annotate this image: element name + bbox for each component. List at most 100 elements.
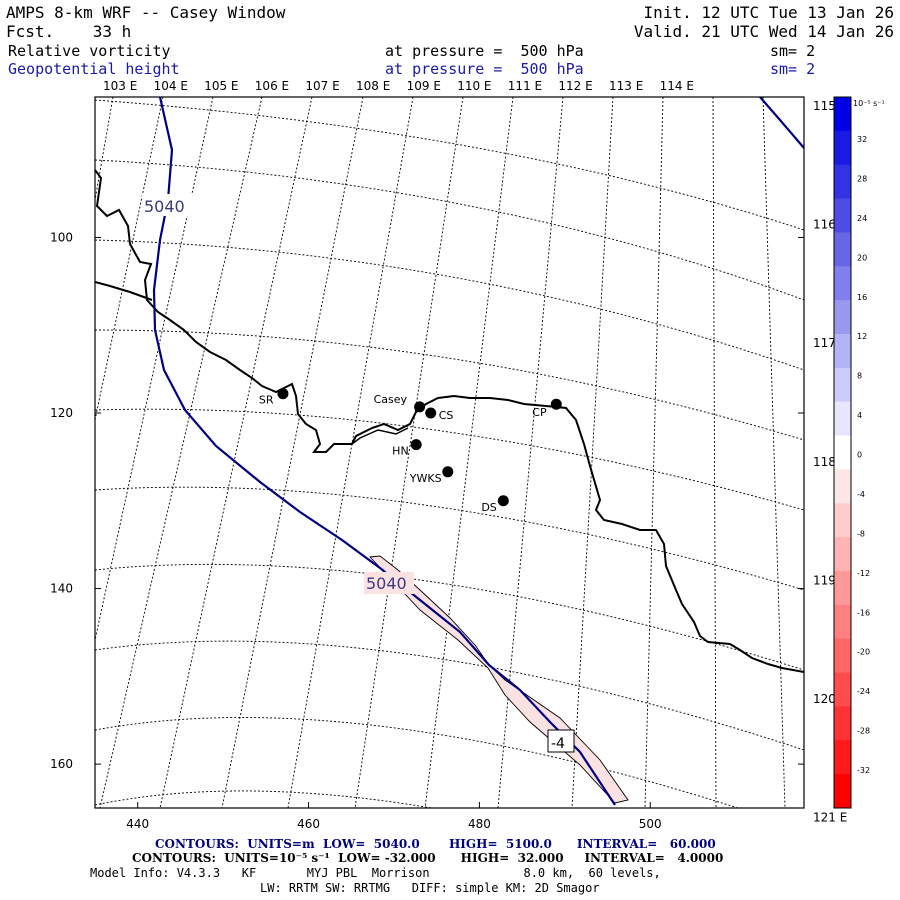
colorbar-label: 12 (857, 332, 867, 341)
station-label: DS (481, 501, 496, 514)
x-tick-label: 460 (297, 817, 320, 831)
top-lon-label: 111 E (508, 79, 542, 93)
colorbar-swatch (834, 300, 851, 335)
footer-model-info: Model Info: V4.3.3 KF MYJ PBL Morrison 8… (90, 866, 661, 880)
meridian (95, 97, 164, 421)
y-axis: 100 120 140 160 (50, 230, 804, 771)
lat-circle (95, 329, 804, 441)
colorbar-label: -16 (857, 608, 870, 617)
field1-smooth: sm= 2 (770, 42, 816, 60)
lat-circle (95, 790, 435, 808)
top-longitude-labels: 103 E 104 E 105 E 106 E 107 E 108 E 109 E 110 E… (103, 79, 694, 93)
meridian (712, 97, 717, 808)
top-lon-label: 104 E (154, 79, 188, 93)
colorbar-label: -32 (857, 766, 870, 775)
colorbar-label: 8 (857, 372, 862, 381)
top-lon-label: 108 E (356, 79, 390, 93)
geopotential-contour-5040 (759, 97, 804, 149)
lat-circle (95, 486, 804, 591)
top-lon-label: 113 E (609, 79, 643, 93)
lat-circle (95, 640, 804, 751)
y-tick-label: 120 (50, 406, 73, 420)
top-lon-label: 110 E (457, 79, 491, 93)
colorbar-swatch (834, 266, 851, 301)
colorbar-swatch (834, 164, 851, 200)
colorbar-swatch (834, 435, 851, 470)
station-label: HN (392, 445, 409, 458)
station-label: CP (532, 406, 547, 419)
coastline-casey-bay (351, 427, 409, 445)
station-marker (550, 398, 562, 410)
colorbar-swatch (834, 198, 851, 233)
init-time: Init. 12 UTC Tue 13 Jan 26 (643, 3, 894, 22)
meridian (354, 97, 464, 808)
y-tick-label: 100 (50, 230, 73, 244)
meridian (571, 97, 614, 808)
station-layer: SR Casey CS CP HN YWKS DS (259, 388, 562, 514)
field2-smooth: sm= 2 (770, 60, 816, 78)
contour-label-bg (364, 572, 414, 594)
colorbar-swatch (834, 401, 851, 437)
colorbar-label: 4 (857, 411, 862, 420)
colorbar-swatch (834, 604, 851, 640)
colorbar-swatch (834, 706, 851, 741)
meridian (287, 97, 414, 808)
contour-label-5040-upper: 5040 (144, 197, 185, 216)
top-lon-label: 114 E (660, 79, 694, 93)
coastline (95, 281, 153, 301)
vorticity-colorbar: 32 28 24 20 16 12 8 4 0 -4 -8 -12 -16 -20 -24 -28 -32 (833, 96, 870, 809)
colorbar-label: 20 (857, 253, 867, 262)
station-marker (414, 401, 426, 413)
right-lon-label: 121 E (813, 811, 847, 825)
footer-contours-height: CONTOURS: UNITS=m LOW= 5040.0 HIGH= 5100… (155, 837, 716, 851)
colorbar-swatch (834, 97, 851, 132)
colorbar-label: -20 (857, 648, 870, 657)
field1-level: at pressure = 500 hPa (385, 42, 584, 60)
meridian (221, 97, 364, 808)
colorbar-frame (833, 96, 852, 809)
station-marker (442, 466, 454, 478)
colorbar-label: 24 (857, 214, 867, 223)
meridian (99, 97, 263, 808)
contour-label-box (547, 729, 575, 753)
x-tick-label: 440 (126, 817, 149, 831)
meridian (159, 97, 313, 808)
field2-name: Geopotential height (8, 60, 180, 78)
footer-physics: LW: RRTM SW: RRTMG DIFF: simple KM: 2D S… (260, 881, 600, 895)
meridian (424, 97, 514, 808)
top-lon-label: 106 E (255, 79, 289, 93)
x-tick-label: 500 (639, 817, 662, 831)
colorbar-swatch (834, 774, 851, 809)
station-marker (410, 439, 422, 451)
lat-circle (95, 563, 804, 671)
colorbar-swatch (834, 638, 851, 674)
x-axis: 440 460 480 500 (126, 802, 662, 831)
station-marker (277, 388, 289, 400)
station-marker (497, 495, 509, 507)
geopotential-contour-5040 (152, 97, 616, 806)
map-title: AMPS 8-km WRF -- Casey Window (6, 3, 286, 22)
colorbar-swatch (834, 571, 851, 606)
plot-frame (94, 96, 805, 809)
colorbar-label: -24 (857, 687, 870, 696)
station-label: CS (439, 409, 454, 422)
colorbar-swatch (834, 469, 851, 504)
colorbar-unit: 10⁻⁵ s⁻¹ (853, 99, 885, 108)
lat-circle (95, 408, 804, 511)
valid-time: Valid. 21 UTC Wed 14 Jan 26 (633, 22, 894, 41)
lat-circle (95, 99, 804, 231)
colorbar-swatch (834, 537, 851, 572)
colorbar-label: -4 (857, 490, 865, 499)
colorbar-swatch (834, 334, 851, 369)
colorbar-swatch (834, 367, 851, 403)
contour-label-bg (142, 194, 192, 216)
top-lon-label: 105 E (204, 79, 238, 93)
colorbar-swatch (834, 503, 851, 538)
lat-circle (95, 239, 804, 371)
y-tick-label: 160 (50, 757, 73, 771)
coastline (95, 169, 804, 673)
colorbar-swatch (834, 672, 851, 707)
meridian (95, 97, 214, 641)
